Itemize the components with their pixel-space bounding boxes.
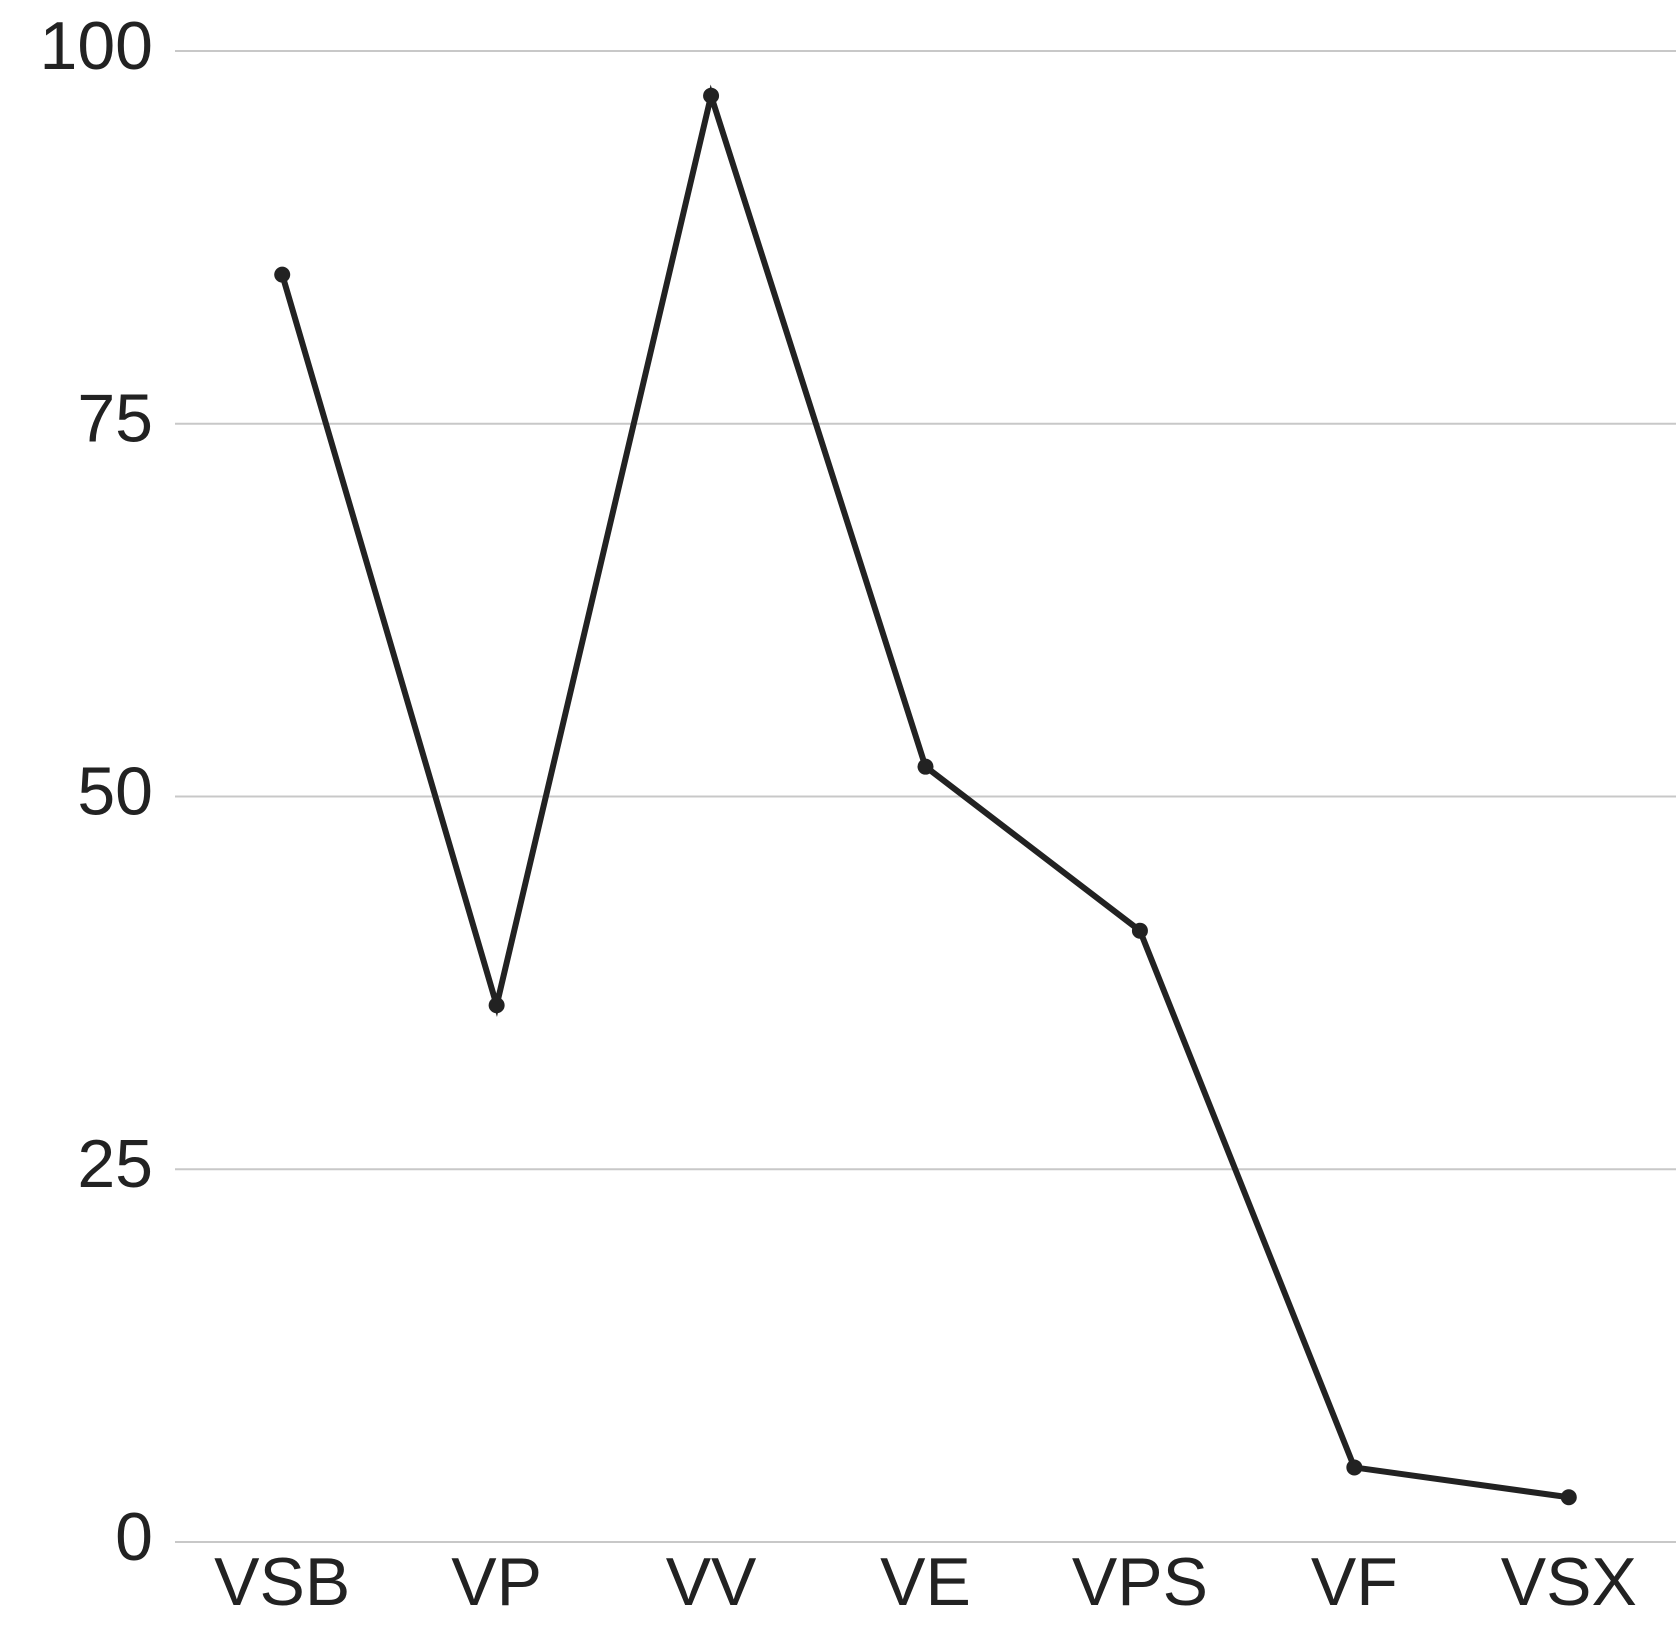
point xyxy=(1131,922,1148,939)
point xyxy=(703,87,720,104)
y-tick-label: 75 xyxy=(77,381,153,457)
x-tick-label: VPS xyxy=(1072,1544,1208,1620)
y-tick-label: 50 xyxy=(77,753,153,829)
point xyxy=(1560,1489,1577,1506)
x-tick-label: VSX xyxy=(1501,1544,1637,1620)
point xyxy=(274,266,291,283)
y-tick-label: 25 xyxy=(77,1126,153,1202)
x-tick-label: VE xyxy=(880,1544,971,1620)
point xyxy=(917,758,934,775)
y-tick-label: 0 xyxy=(115,1499,153,1575)
point xyxy=(488,997,505,1014)
x-tick-label: VSB xyxy=(214,1544,350,1620)
y-tick-label: 100 xyxy=(40,8,153,84)
x-tick-label: VP xyxy=(451,1544,542,1620)
x-tick-label: VV xyxy=(666,1544,757,1620)
x-tick-label: VF xyxy=(1311,1544,1398,1620)
point xyxy=(1346,1459,1363,1476)
